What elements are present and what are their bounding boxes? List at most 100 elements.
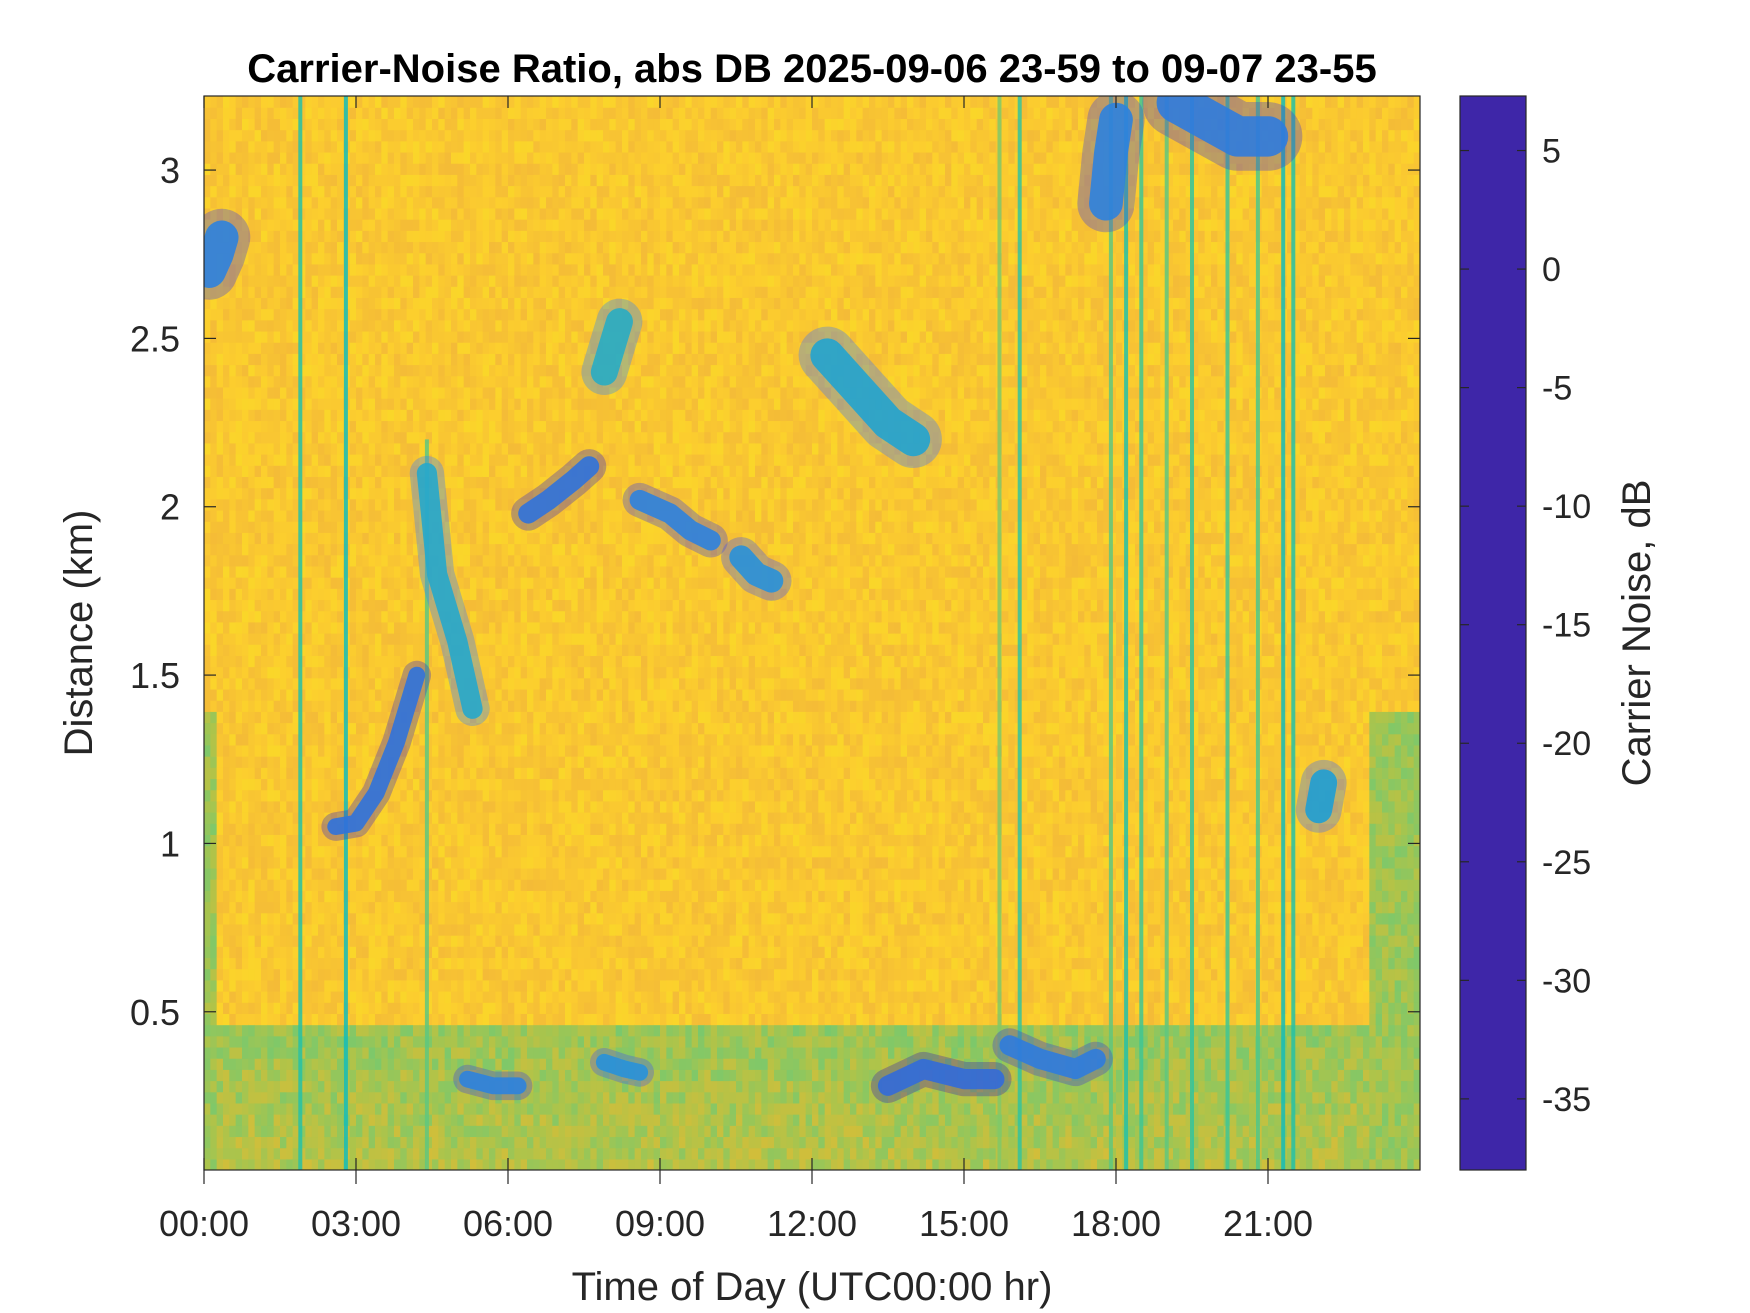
- heatmap-cell: [330, 991, 338, 1003]
- heatmap-cell: [489, 308, 496, 321]
- heatmap-cell: [349, 163, 357, 175]
- heatmap-cell: [337, 1069, 344, 1082]
- heatmap-cell: [419, 275, 427, 287]
- heatmap-cell: [394, 812, 401, 824]
- heatmap-cell: [254, 621, 262, 634]
- heatmap-cell: [406, 633, 414, 645]
- heatmap-cell: [413, 957, 420, 970]
- heatmap-cell: [457, 1080, 465, 1093]
- heatmap-cell: [292, 286, 300, 298]
- heatmap-cell: [216, 957, 224, 970]
- heatmap-cell: [406, 756, 414, 768]
- heatmap-cell: [337, 722, 344, 735]
- heatmap-cell: [508, 107, 515, 119]
- heatmap-cell: [368, 957, 376, 970]
- heatmap-cell: [216, 644, 224, 656]
- heatmap-cell: [210, 979, 218, 992]
- heatmap-cell: [438, 644, 446, 656]
- heatmap-cell: [425, 1091, 433, 1104]
- heatmap-cell: [527, 1114, 534, 1126]
- heatmap-cell: [476, 129, 484, 142]
- heatmap-cell: [495, 185, 503, 198]
- heatmap-cell: [495, 286, 503, 298]
- heatmap-cell: [299, 1125, 306, 1138]
- heatmap-cell: [330, 901, 338, 914]
- heatmap-cell: [413, 1102, 420, 1115]
- heatmap-cell: [254, 700, 262, 712]
- heatmap-cell: [495, 599, 503, 612]
- heatmap-cell: [438, 834, 446, 847]
- heatmap-cell: [216, 353, 224, 366]
- heatmap-cell: [280, 577, 287, 589]
- heatmap-cell: [229, 823, 237, 835]
- heatmap-cell: [482, 789, 490, 802]
- heatmap-cell: [337, 756, 344, 768]
- heatmap-cell: [229, 375, 237, 388]
- heatmap-cell: [216, 800, 224, 813]
- heatmap-cell: [400, 991, 408, 1003]
- heatmap-cell: [457, 509, 465, 522]
- heatmap-cell: [425, 174, 433, 187]
- heatmap-cell: [470, 297, 477, 310]
- heatmap-cell: [438, 800, 446, 813]
- heatmap-cell: [292, 901, 300, 914]
- heatmap-cell: [330, 554, 338, 567]
- heatmap-cell: [470, 644, 477, 656]
- heatmap-cell: [400, 207, 408, 220]
- heatmap-cell: [305, 118, 313, 131]
- heatmap-cell: [330, 476, 338, 489]
- heatmap-cell: [432, 386, 439, 399]
- heatmap-cell: [368, 812, 376, 824]
- heatmap-cell: [248, 219, 256, 231]
- heatmap-cell: [248, 845, 256, 858]
- heatmap-cell: [267, 565, 275, 578]
- heatmap-cell: [324, 487, 332, 500]
- heatmap-cell: [318, 275, 325, 287]
- heatmap-cell: [444, 230, 452, 243]
- heatmap-cell: [286, 979, 294, 992]
- heatmap-cell: [318, 845, 325, 858]
- heatmap-cell: [305, 263, 313, 276]
- heatmap-cell: [413, 1080, 420, 1093]
- heatmap-cell: [229, 979, 237, 992]
- heatmap-cell: [242, 129, 249, 142]
- heatmap-cell: [229, 688, 237, 701]
- heatmap-cell: [229, 1136, 237, 1149]
- heatmap-cell: [273, 666, 281, 679]
- heatmap-cell: [267, 319, 275, 332]
- heatmap-cell: [375, 196, 382, 209]
- heatmap-cell: [337, 241, 344, 254]
- heatmap-cell: [406, 420, 414, 433]
- heatmap-cell: [495, 979, 503, 992]
- heatmap-cell: [451, 834, 458, 847]
- heatmap-cell: [210, 364, 218, 377]
- heatmap-cell: [457, 1002, 465, 1014]
- heatmap-cell: [356, 398, 363, 410]
- heatmap-cell: [463, 398, 471, 410]
- heatmap-cell: [261, 129, 268, 142]
- heatmap-cell: [470, 196, 477, 209]
- heatmap-cell: [254, 275, 262, 287]
- heatmap-cell: [419, 834, 427, 847]
- heatmap-cell: [235, 1013, 243, 1026]
- heatmap-cell: [381, 308, 389, 321]
- heatmap-cell: [425, 297, 433, 310]
- heatmap-cell: [368, 912, 376, 925]
- heatmap-cell: [273, 1080, 281, 1093]
- heatmap-cell: [318, 1035, 325, 1048]
- heatmap-cell: [280, 599, 287, 612]
- heatmap-cell: [381, 129, 389, 142]
- heatmap-cell: [235, 409, 243, 422]
- heatmap-cell: [267, 96, 275, 108]
- heatmap-cell: [280, 901, 287, 914]
- heatmap-cell: [229, 297, 237, 310]
- heatmap-cell: [254, 107, 262, 119]
- heatmap-cell: [349, 867, 357, 880]
- heatmap-cell: [451, 923, 458, 936]
- heatmap-cell: [292, 1013, 300, 1026]
- heatmap-cell: [267, 308, 275, 321]
- heatmap-cell: [330, 308, 338, 321]
- heatmap-cell: [495, 543, 503, 556]
- heatmap-cell: [520, 856, 528, 869]
- heatmap-cell: [349, 275, 357, 287]
